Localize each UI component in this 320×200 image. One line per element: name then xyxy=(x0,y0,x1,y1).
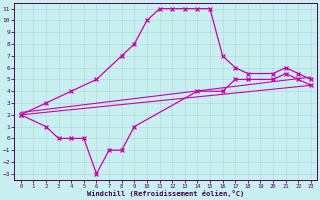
X-axis label: Windchill (Refroidissement éolien,°C): Windchill (Refroidissement éolien,°C) xyxy=(87,190,244,197)
